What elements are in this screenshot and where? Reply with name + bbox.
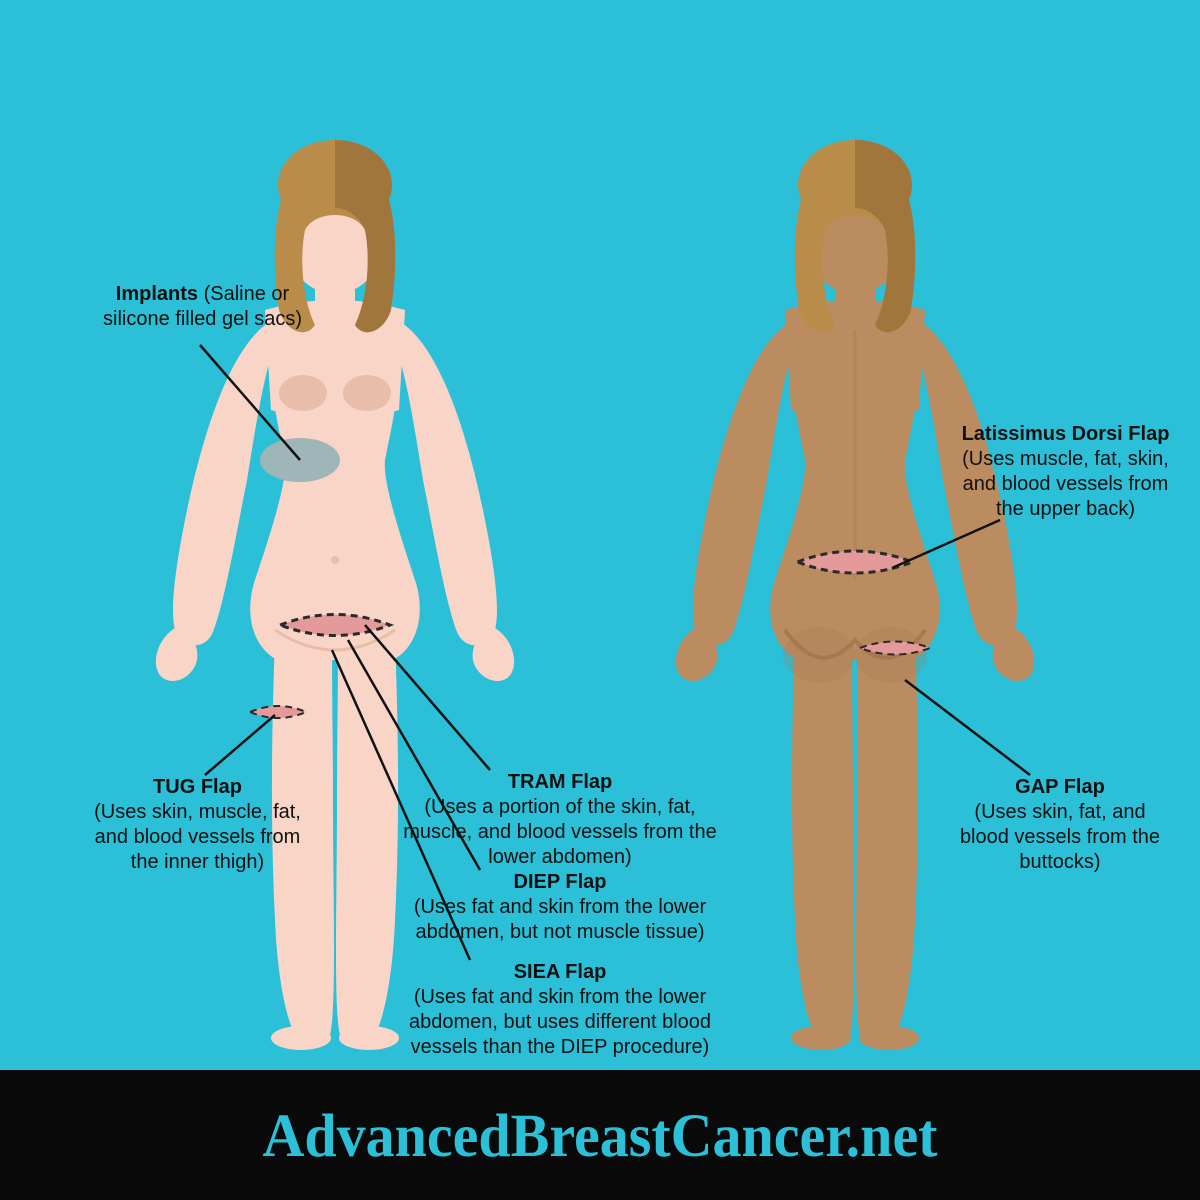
footer-bar: AdvancedBreastCancer.net [0, 1070, 1200, 1200]
label-gap: GAP Flap (Uses skin, fat, and blood vess… [950, 775, 1170, 875]
label-tram: TRAM Flap (Uses a portion of the skin, f… [400, 770, 720, 870]
label-tug: TUG Flap (Uses skin, muscle, fat, and bl… [80, 775, 315, 875]
label-latissimus: Latissimus Dorsi Flap (Uses muscle, fat,… [948, 422, 1183, 522]
footer-text: AdvancedBreastCancer.net [262, 1100, 937, 1170]
label-siea: SIEA Flap (Uses fat and skin from the lo… [390, 960, 730, 1060]
figure-back [676, 140, 1034, 1050]
label-implants: Implants (Saline or silicone filled gel … [95, 282, 310, 332]
label-diep: DIEP Flap (Uses fat and skin from the lo… [400, 870, 720, 945]
